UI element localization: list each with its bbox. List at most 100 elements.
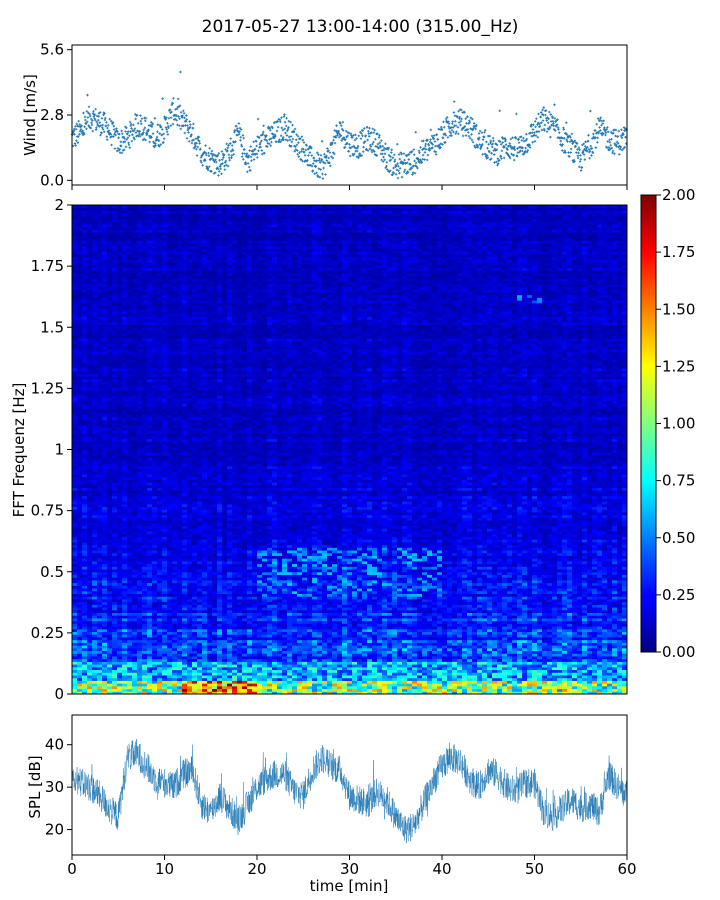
wind-point: [232, 141, 236, 144]
wind-point: [155, 138, 158, 141]
wind-point: [165, 130, 169, 134]
wind-point: [166, 133, 170, 136]
wind-point: [367, 135, 371, 138]
wind-point: [199, 156, 203, 159]
wind-point: [287, 126, 290, 129]
wind-point: [285, 124, 288, 128]
wind-point: [134, 131, 138, 134]
wind-point: [206, 168, 210, 172]
wind-point: [323, 161, 327, 165]
wind-point: [478, 129, 482, 133]
wind-point: [122, 135, 125, 139]
wind-point: [221, 162, 224, 165]
wind-point: [382, 155, 385, 159]
wind-point: [284, 138, 288, 141]
wind-point: [361, 134, 364, 137]
wind-point: [454, 124, 458, 127]
wind-point: [125, 126, 128, 130]
wind-point: [356, 149, 359, 153]
wind-point: [367, 130, 370, 133]
wind-point: [252, 158, 256, 161]
wind-point: [384, 142, 387, 146]
wind-point: [374, 145, 377, 148]
wind-point: [99, 133, 102, 137]
wind-point: [87, 105, 91, 109]
wind-point: [188, 120, 191, 123]
wind-point: [490, 152, 493, 155]
wind-point: [310, 146, 313, 150]
wind-point: [179, 70, 182, 74]
wind-point: [321, 177, 325, 180]
wind-point: [128, 120, 132, 124]
wind-point: [491, 136, 495, 140]
wind-point: [599, 116, 602, 120]
wind-point: [150, 125, 154, 128]
wind-point: [314, 165, 318, 168]
wind-point: [104, 124, 108, 128]
wind-point: [385, 161, 389, 164]
wind-point: [94, 118, 97, 122]
wind-point: [477, 132, 481, 135]
wind-point: [259, 134, 263, 137]
wind-point: [374, 138, 377, 141]
wind-point: [275, 140, 278, 143]
wind-point: [334, 129, 338, 133]
wind-point: [608, 141, 612, 144]
wind-point: [199, 159, 202, 162]
wind-point: [389, 169, 392, 172]
wind-point: [175, 119, 178, 122]
wind-point: [412, 148, 416, 151]
wind-point: [576, 154, 579, 158]
wind-point: [369, 145, 373, 148]
wind-point: [273, 133, 276, 136]
wind-point: [500, 143, 503, 146]
wind-point: [238, 126, 242, 130]
wind-point: [302, 148, 305, 151]
wind-point: [105, 138, 109, 141]
wind-point: [508, 142, 511, 145]
wind-point: [186, 128, 190, 132]
wind-point: [387, 154, 391, 157]
wind-point: [283, 120, 287, 124]
wind-point: [567, 151, 570, 154]
wind-point: [328, 161, 331, 164]
wind-point: [398, 167, 402, 170]
wind-point: [349, 154, 352, 158]
wind-point: [120, 151, 124, 155]
wind-point: [145, 132, 149, 135]
wind-point: [370, 131, 373, 134]
wind-point: [483, 131, 486, 134]
wind-point: [76, 141, 80, 144]
wind-point: [570, 132, 574, 135]
wind-point: [190, 133, 193, 136]
wind-point: [446, 136, 450, 139]
wind-point: [537, 112, 540, 116]
wind-point: [125, 138, 128, 141]
wind-point: [117, 136, 120, 139]
wind-point: [106, 126, 109, 130]
wind-point: [253, 147, 257, 151]
wind-point: [440, 125, 443, 129]
wind-point: [541, 119, 545, 122]
wind-point: [309, 164, 312, 167]
wind-point: [329, 164, 332, 168]
wind-point: [217, 174, 220, 177]
wind-point: [299, 137, 302, 141]
wind-point: [318, 157, 321, 160]
wind-point: [260, 139, 263, 143]
wind-point: [138, 132, 141, 136]
wind-point: [158, 132, 161, 135]
wind-point: [371, 142, 374, 146]
wind-point: [282, 136, 285, 139]
wind-point: [565, 121, 568, 124]
wind-point: [265, 139, 269, 142]
wind-point: [88, 114, 92, 118]
wind-point: [413, 159, 416, 163]
wind-point: [156, 123, 160, 126]
wind-point: [205, 153, 208, 157]
wind-point: [596, 136, 599, 140]
wind-point: [98, 121, 101, 124]
wind-point: [174, 118, 177, 121]
wind-point: [260, 153, 264, 156]
wind-point: [396, 143, 399, 146]
